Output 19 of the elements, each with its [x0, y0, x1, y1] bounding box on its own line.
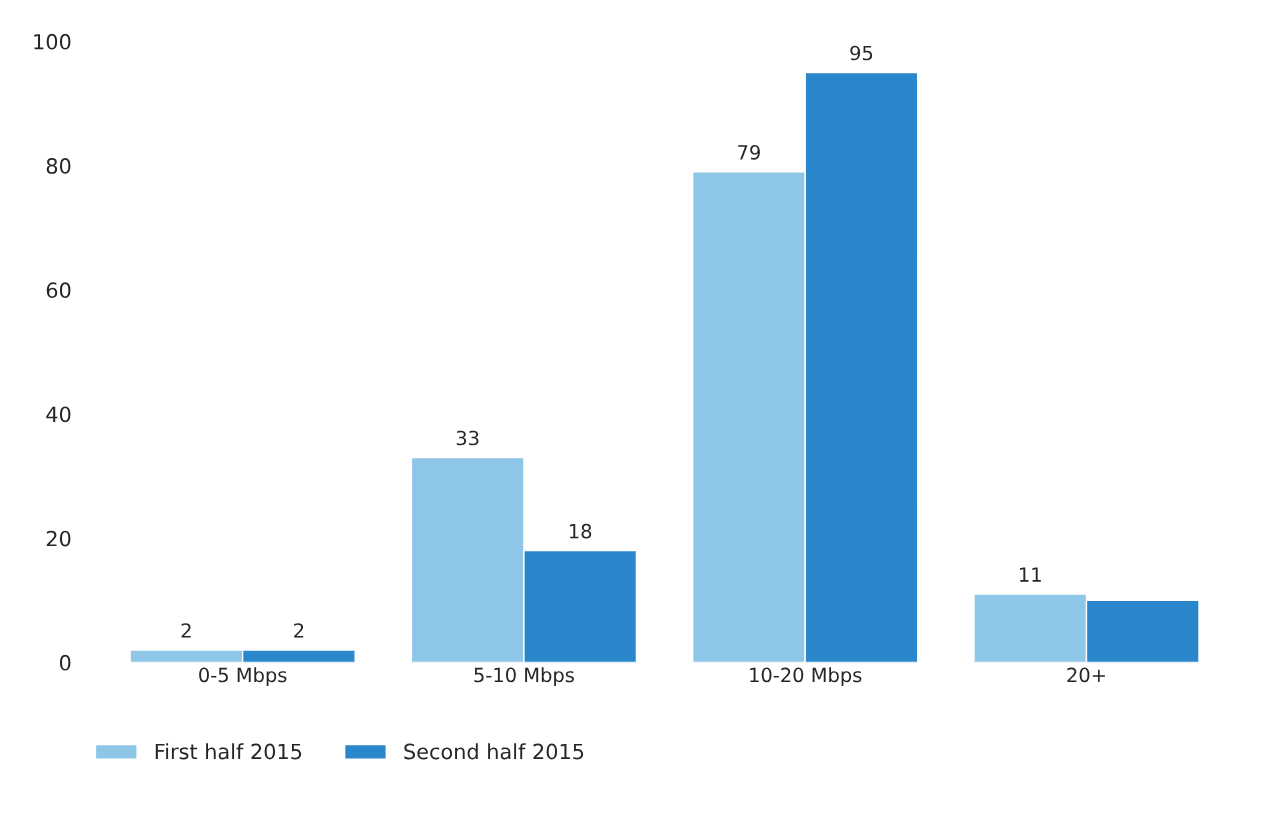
data-label: 33 [456, 430, 479, 446]
legend-label: Second half 2015 [404, 743, 584, 760]
data-label: 79 [738, 145, 760, 160]
y-tick-label: 40 [46, 406, 71, 423]
data-label: 2 [294, 623, 304, 638]
data-label: 18 [569, 523, 592, 539]
x-tick-label: 20+ [1067, 667, 1105, 683]
data-label: 95 [850, 45, 873, 61]
x-tick-label: 5-10 Mbps [474, 667, 574, 687]
y-tick-label: 0 [59, 654, 71, 671]
x-tick-label: 10-20 Mbps [750, 667, 862, 687]
y-tick-label: 20 [46, 530, 71, 547]
y-tick-label: 100 [34, 33, 71, 50]
y-tick-label: 60 [46, 282, 71, 299]
data-label: 2 [181, 623, 191, 638]
data-label: 11 [1019, 567, 1041, 582]
legend-label: First half 2015 [155, 743, 302, 760]
x-tick-label: 0-5 Mbps [199, 667, 287, 687]
y-tick-label: 80 [46, 158, 71, 174]
